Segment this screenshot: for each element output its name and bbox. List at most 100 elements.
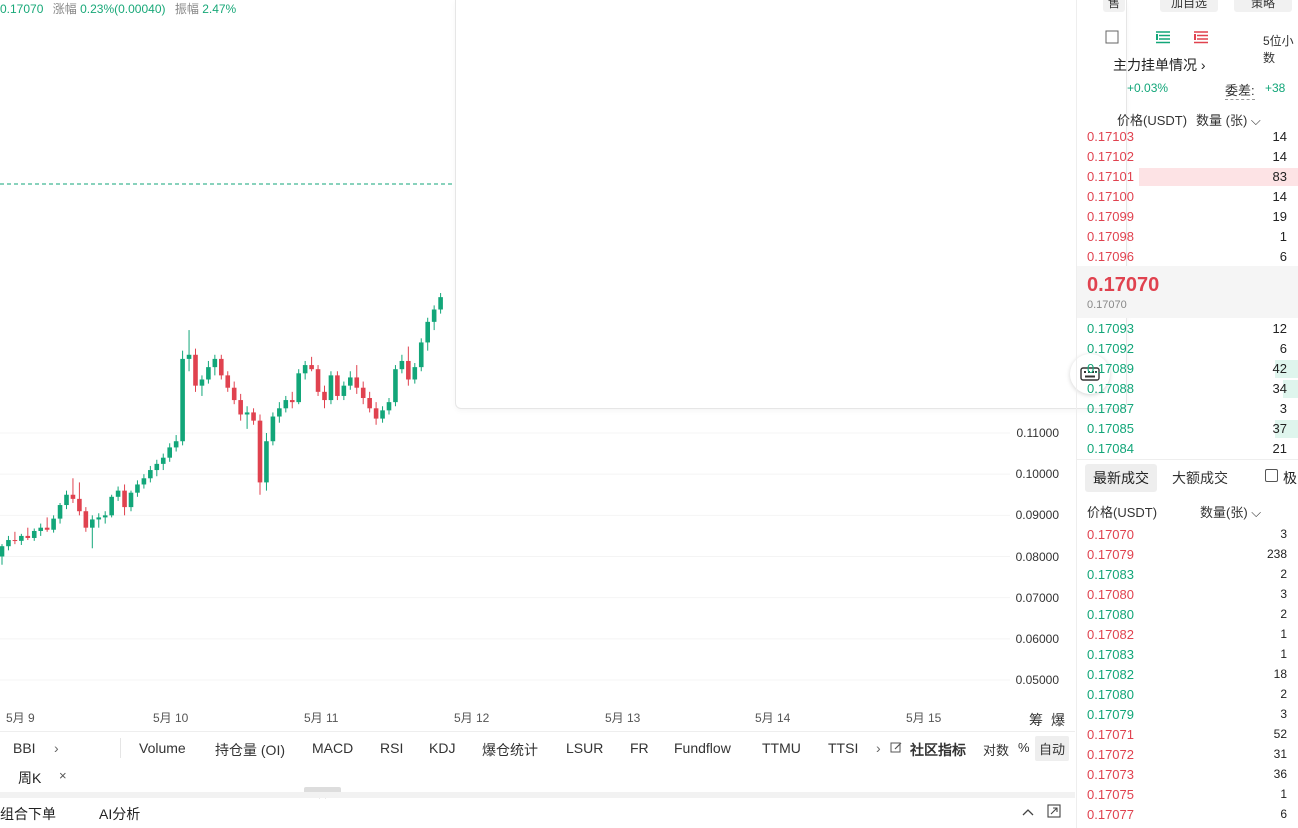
chevron-up-icon[interactable] [1022,804,1034,820]
indicator-0[interactable]: Volume [139,740,186,756]
add-favorite-button[interactable]: 加自选 [1160,0,1218,12]
bid-price: 0.17089 [1087,361,1134,376]
qty-header-label: 数量 (张) [1196,113,1248,128]
log-scale-toggle[interactable]: 对数 [983,743,1010,758]
bid-row[interactable]: 0.17087 3 [1077,399,1298,419]
period-row: 周K × [0,763,1075,791]
ask-row[interactable]: 0.17096 6 [1077,247,1298,267]
candle-body [219,358,224,376]
chevron-right-icon[interactable]: › [876,740,881,756]
bid-row[interactable]: 0.17088 34 [1077,379,1298,399]
kline-chart-area[interactable]: 0.17070 涨幅 0.23%(0.00040) 振幅 2.47% 0.110… [0,0,1075,730]
trade-qty: 1 [1280,627,1287,641]
expand-icon[interactable] [1047,804,1061,821]
filter-label: 极 [1283,470,1297,486]
auto-scale-toggle[interactable]: 自动 [1035,736,1070,761]
candle-body [296,373,301,403]
indicator-2[interactable]: MACD [312,740,354,756]
trade-row: 0.17080 2 [1077,685,1298,705]
tab-large-trades[interactable]: 大额成交 [1172,470,1228,486]
trade-row: 0.17083 2 [1077,565,1298,585]
period-tag[interactable]: 周K [18,770,42,786]
filter-checkbox[interactable] [1265,469,1278,482]
ask-price: 0.17102 [1087,149,1134,164]
ask-price: 0.17099 [1087,209,1134,224]
orderbook-asks-icon[interactable] [1193,30,1209,47]
bid-row[interactable]: 0.17085 37 [1077,419,1298,439]
candle-body [418,342,424,368]
bid-qty: 37 [1272,421,1287,436]
candle-body [244,412,250,415]
candle-body [264,441,269,483]
candle-body [283,400,289,409]
bid-row[interactable]: 0.17089 42 [1077,359,1298,379]
trade-price: 0.17080 [1087,687,1134,702]
candle-body [44,527,50,530]
indicator-5[interactable]: 爆仓统计 [482,742,538,758]
decimals-select[interactable]: 5位小数 [1263,34,1294,65]
ask-row[interactable]: 0.17103 14 [1077,127,1298,147]
indicator-3[interactable]: RSI [380,740,404,756]
bid-row[interactable]: 0.17084 21 [1077,439,1298,459]
x-tick-label: 5月 15 [906,711,942,725]
strategy-button[interactable]: 策略 [1234,0,1292,12]
candle-body [206,367,211,380]
candle-body [96,517,102,520]
kline-chart[interactable] [0,0,1075,730]
ask-price: 0.17096 [1087,249,1134,264]
sell-button[interactable]: 售 [1103,0,1125,12]
trade-qty: 3 [1280,707,1287,721]
indicator-4[interactable]: KDJ [429,740,456,756]
candle-body [386,402,392,411]
candle-body [412,367,418,380]
y-tick-label: 0.08000 [1015,549,1059,564]
main-orders-link[interactable]: 主力挂单情况 › [1113,57,1206,73]
candle-body [277,408,282,417]
indicator-10[interactable]: TTSI [828,740,859,756]
ask-qty: 19 [1272,209,1287,224]
trade-qty: 3 [1280,527,1287,541]
ask-row[interactable]: 0.17098 1 [1077,227,1298,247]
trade-price: 0.17079 [1087,547,1134,562]
chevron-right-icon[interactable]: › [54,740,59,756]
ask-row[interactable]: 0.17100 14 [1077,187,1298,207]
candle-body [289,400,295,403]
candle-body [51,518,56,530]
ask-row[interactable]: 0.17102 14 [1077,147,1298,167]
ask-row[interactable]: 0.17099 19 [1077,207,1298,227]
indicator-6[interactable]: LSUR [566,740,604,756]
orderbook-bids-icon[interactable] [1155,30,1171,47]
candle-body [302,365,308,374]
indicator-7[interactable]: FR [630,740,649,756]
percent-scale-toggle[interactable]: % [1018,740,1030,755]
y-tick-label: 0.07000 [1015,590,1059,605]
trades-qty-header[interactable]: 数量(张) ⌵ [1200,502,1261,521]
chip-distribution-button[interactable]: 筹 [1029,712,1043,728]
bid-row[interactable]: 0.17092 6 [1077,339,1298,359]
ask-row[interactable]: 0.17101 83 [1077,167,1298,187]
bid-price: 0.17087 [1087,401,1134,416]
indicator-1[interactable]: 持仓量 (OI) [215,742,285,758]
orderbook-both-icon[interactable] [1105,30,1119,47]
community-indicators[interactable]: 社区指标 [910,742,966,758]
candle-body [115,490,121,497]
ask-qty: 6 [1279,249,1287,264]
liquidation-button[interactable]: 爆 [1051,712,1065,728]
indicator-9[interactable]: TTMU [762,740,801,756]
indicator-bbi[interactable]: BBI [13,740,36,756]
candle-body [238,400,243,415]
trade-price: 0.17083 [1087,567,1134,582]
tab-combo-order[interactable]: 组合下单 [0,806,56,822]
stats-change-label: 涨幅 [52,2,77,16]
candle-body [186,354,192,359]
price-stats: 0.17070 涨幅 0.23%(0.00040) 振幅 2.47% [0,0,236,17]
close-icon[interactable]: × [59,768,67,783]
tab-latest-trades[interactable]: 最新成交 [1085,464,1157,492]
tab-ai-analysis[interactable]: AI分析 [99,806,141,822]
candle-body [90,519,95,528]
indicator-8[interactable]: Fundflow [674,740,731,756]
qty-header[interactable]: 数量 (张) ⌵ [1196,110,1261,129]
bid-row[interactable]: 0.17093 12 [1077,319,1298,339]
edit-icon[interactable] [890,741,903,757]
trade-price: 0.17070 [1087,527,1134,542]
